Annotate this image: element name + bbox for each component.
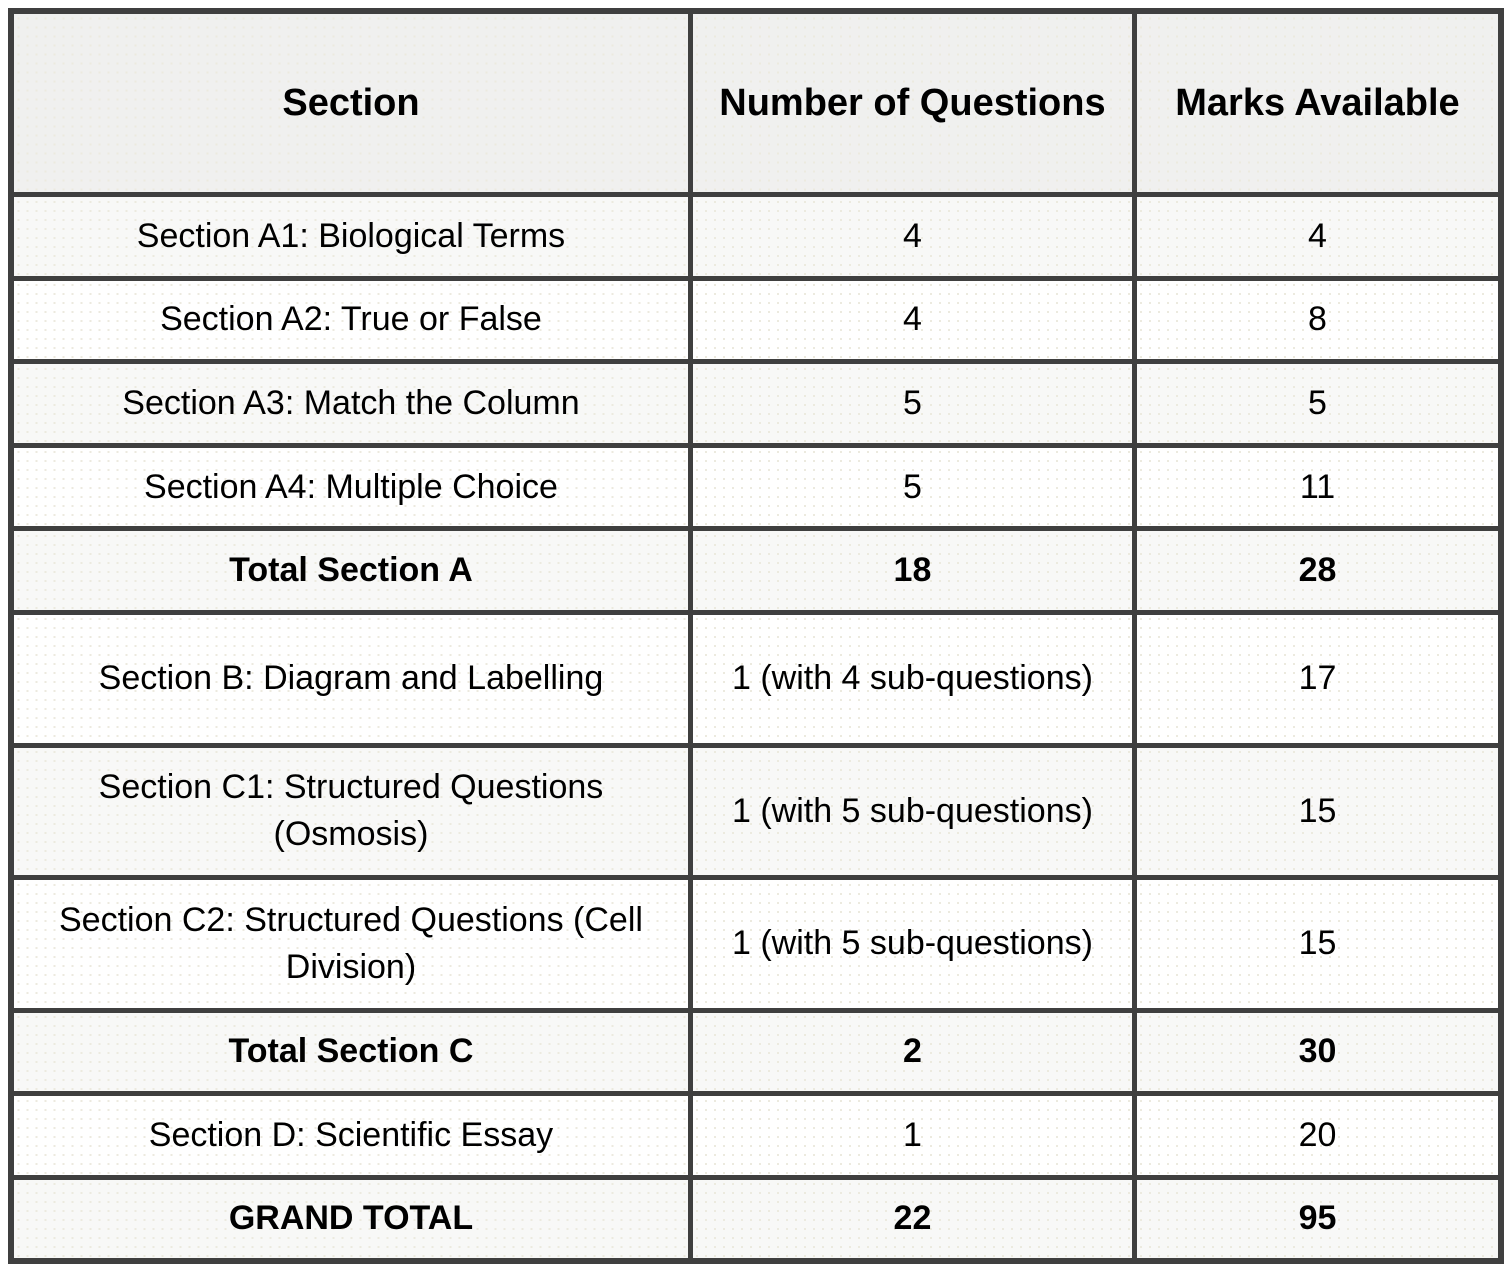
section-cell: Section A2: True or False [8,275,693,365]
table-row: Section A4: Multiple Choice 5 11 [8,442,1504,532]
section-cell: Section A3: Match the Column [8,359,693,448]
table-row: Section C2: Structured Questions (Cell D… [8,875,1504,1013]
marks-cell: 95 [1131,1174,1504,1264]
questions-cell: 18 [687,526,1137,615]
section-cell: GRAND TOTAL [8,1174,693,1264]
marks-cell: 11 [1131,442,1504,532]
section-cell: Section C1: Structured Questions (Osmosi… [8,742,693,881]
marks-cell: 4 [1131,192,1504,281]
section-cell: Total Section C [8,1007,693,1097]
marks-cell: 15 [1131,742,1504,881]
table-row: GRAND TOTAL 22 95 [8,1174,1504,1264]
column-header-marks: Marks Available [1131,8,1504,197]
section-cell: Total Section A [8,526,693,615]
column-header-section: Section [8,8,693,197]
section-cell: Section A4: Multiple Choice [8,442,693,532]
marks-cell: 5 [1131,359,1504,448]
marks-cell: 8 [1131,275,1504,365]
marks-cell: 17 [1131,609,1504,748]
marks-cell: 20 [1131,1091,1504,1180]
exam-marks-table: Section Number of Questions Marks Availa… [8,8,1504,1264]
section-cell: Section B: Diagram and Labelling [8,609,693,748]
column-header-questions: Number of Questions [687,8,1137,197]
table-row: Section A3: Match the Column 5 5 [8,359,1504,448]
questions-cell: 5 [687,442,1137,532]
table-row: Section A2: True or False 4 8 [8,275,1504,365]
questions-cell: 1 [687,1091,1137,1180]
questions-cell: 2 [687,1007,1137,1097]
table-row: Total Section A 18 28 [8,526,1504,615]
section-cell: Section A1: Biological Terms [8,192,693,281]
table-row: Section A1: Biological Terms 4 4 [8,192,1504,281]
questions-cell: 4 [687,275,1137,365]
questions-cell: 1 (with 4 sub-questions) [687,609,1137,748]
table-row: Total Section C 2 30 [8,1007,1504,1097]
section-cell: Section D: Scientific Essay [8,1091,693,1180]
section-cell: Section C2: Structured Questions (Cell D… [8,875,693,1013]
marks-cell: 28 [1131,526,1504,615]
table-row: Section C1: Structured Questions (Osmosi… [8,742,1504,881]
questions-cell: 1 (with 5 sub-questions) [687,875,1137,1013]
marks-cell: 15 [1131,875,1504,1013]
questions-cell: 22 [687,1174,1137,1264]
table-header: Section Number of Questions Marks Availa… [8,8,1504,197]
questions-cell: 5 [687,359,1137,448]
header-row: Section Number of Questions Marks Availa… [8,8,1504,197]
table-row: Section B: Diagram and Labelling 1 (with … [8,609,1504,748]
questions-cell: 1 (with 5 sub-questions) [687,742,1137,881]
table-row: Section D: Scientific Essay 1 20 [8,1091,1504,1180]
marks-cell: 30 [1131,1007,1504,1097]
questions-cell: 4 [687,192,1137,281]
table-body: Section A1: Biological Terms 4 4 Section A2… [8,192,1504,1264]
